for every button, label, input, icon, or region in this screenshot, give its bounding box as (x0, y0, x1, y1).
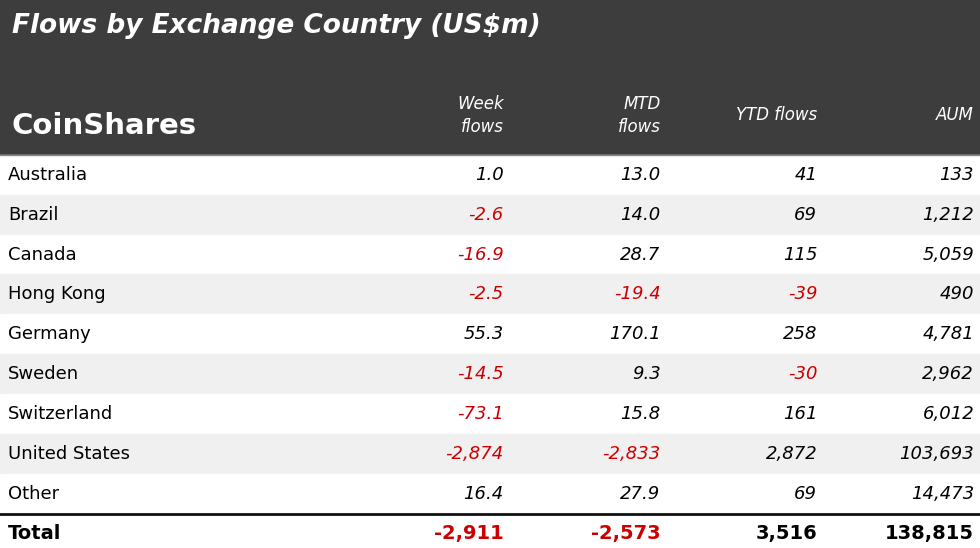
Text: Switzerland: Switzerland (8, 405, 113, 423)
Text: 16.4: 16.4 (464, 485, 504, 503)
Text: -19.4: -19.4 (613, 286, 661, 304)
Text: Hong Kong: Hong Kong (8, 286, 106, 304)
Bar (0, 434, 980, 474)
Text: -2,874: -2,874 (446, 445, 504, 463)
Text: CoinShares: CoinShares (12, 112, 197, 140)
Text: Australia: Australia (8, 165, 88, 184)
Text: 161: 161 (783, 405, 817, 423)
Text: 2,962: 2,962 (922, 365, 974, 383)
Text: 28.7: 28.7 (620, 246, 661, 264)
Text: 27.9: 27.9 (620, 485, 661, 503)
Text: YTD flows: YTD flows (736, 106, 817, 124)
Text: -30: -30 (788, 365, 817, 383)
Text: Brazil: Brazil (8, 206, 59, 224)
Text: Sweden: Sweden (8, 365, 79, 383)
Text: 41: 41 (795, 165, 817, 184)
Text: 115: 115 (783, 246, 817, 264)
Text: 133: 133 (940, 165, 974, 184)
Text: -2.5: -2.5 (468, 286, 504, 304)
Text: -2.6: -2.6 (468, 206, 504, 224)
Text: 258: 258 (783, 326, 817, 343)
Text: Week
flows: Week flows (457, 95, 504, 136)
Text: Canada: Canada (8, 246, 76, 264)
Text: -2,573: -2,573 (591, 524, 661, 543)
Text: 103,693: 103,693 (900, 445, 974, 463)
Text: MTD
flows: MTD flows (617, 95, 661, 136)
Text: 14.0: 14.0 (620, 206, 661, 224)
Text: 170.1: 170.1 (609, 326, 661, 343)
Text: 13.0: 13.0 (620, 165, 661, 184)
Bar (0, 354, 980, 394)
Text: United States: United States (8, 445, 129, 463)
Text: 2,872: 2,872 (765, 445, 817, 463)
Text: Flows by Exchange Country (US$m): Flows by Exchange Country (US$m) (12, 13, 540, 39)
Text: 1,212: 1,212 (922, 206, 974, 224)
Text: 55.3: 55.3 (464, 326, 504, 343)
Text: -2,911: -2,911 (434, 524, 504, 543)
Text: 6,012: 6,012 (922, 405, 974, 423)
Text: 69: 69 (795, 485, 817, 503)
Text: Germany: Germany (8, 326, 90, 343)
Text: -14.5: -14.5 (457, 365, 504, 383)
Text: 15.8: 15.8 (620, 405, 661, 423)
Text: 1.0: 1.0 (475, 165, 504, 184)
Text: 3,516: 3,516 (756, 524, 817, 543)
Bar (0, 0, 980, 155)
Text: 5,059: 5,059 (922, 246, 974, 264)
Bar (0, 474, 980, 514)
Text: 490: 490 (940, 286, 974, 304)
Bar (0, 235, 980, 275)
Bar (0, 195, 980, 235)
Bar (0, 394, 980, 434)
Text: 69: 69 (795, 206, 817, 224)
Text: -73.1: -73.1 (457, 405, 504, 423)
Text: -39: -39 (788, 286, 817, 304)
Text: 138,815: 138,815 (885, 524, 974, 543)
Bar (0, 514, 980, 548)
Text: 14,473: 14,473 (910, 485, 974, 503)
Text: -2,833: -2,833 (603, 445, 661, 463)
Text: 4,781: 4,781 (922, 326, 974, 343)
Text: AUM: AUM (936, 106, 974, 124)
Text: Other: Other (8, 485, 59, 503)
Text: Total: Total (8, 524, 61, 543)
Text: -16.9: -16.9 (457, 246, 504, 264)
Bar (0, 275, 980, 315)
Text: 9.3: 9.3 (632, 365, 661, 383)
Bar (0, 315, 980, 354)
Bar (0, 155, 980, 195)
